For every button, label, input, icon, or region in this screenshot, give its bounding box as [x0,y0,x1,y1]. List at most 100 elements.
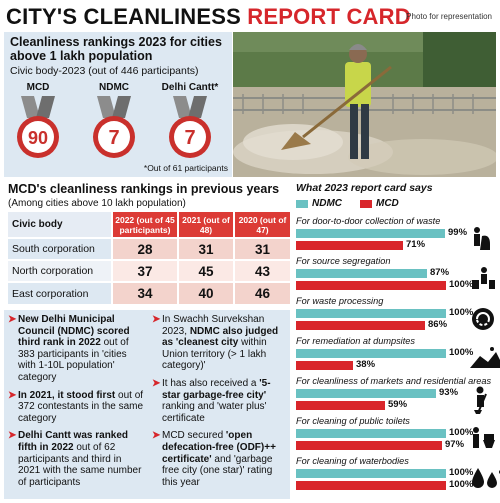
report-card-heading: What 2023 report card says [296,182,433,194]
page-title: CITY'S CLEANLINESS REPORT CARD [6,4,411,30]
sweeper-icon [470,386,492,419]
medal-icon: 7 [93,96,135,158]
data-label-mcd: 86% [428,319,448,330]
legend-label-ndmc: NDMC [312,198,342,209]
note-item: ➤ In 2021, it stood first out of 372 cont… [8,390,144,425]
note-text: ranking and 'water plus' certificate [162,401,267,424]
column-header: Civic body [8,212,112,238]
medal-label: MCD [26,82,50,93]
medal-ndmc: NDMC 7 [84,82,144,160]
data-label-mcd: 100% [449,479,474,490]
note-text: out of 372 contestants in the same categ… [18,389,144,424]
rank-2020: 31 [233,237,290,260]
data-label-ndmc: 99% [448,227,468,238]
toilet-icon [470,426,496,455]
garbage-bag-icon [470,226,492,257]
bar-mcd [296,441,442,450]
note-bold: 'open defecation-free (ODF)++ certificat… [162,430,276,465]
data-label-mcd: 100% [449,279,474,290]
report-card-chart: What 2023 report card says NDMC MCD For … [294,180,500,500]
bar-ndmc [296,229,445,238]
rank-2022: 37 [111,259,178,282]
medal-label: Delhi Cantt* [161,82,219,93]
category-label: For source segregation [296,256,391,266]
data-label-mcd: 38% [356,359,376,370]
bar-mcd [296,241,403,250]
table-row: South corporation 28 31 31 [8,237,290,260]
arrow-icon: ➤ [8,314,17,325]
bar-ndmc [296,309,446,318]
note-text: It has also received a [162,377,260,389]
bins-icon [470,266,496,295]
previous-years-subheading: (Among cities above 10 lakh population) [8,198,186,209]
data-label-ndmc: 87% [430,267,450,278]
column-header: 2022 (out of 45 participants) [111,212,178,238]
medal-label: NDMC [99,82,129,93]
table-row: North corporation 37 45 43 [8,259,290,282]
note-text: and 'garbage free city (one star)' ratin… [162,453,273,488]
bar-area: For door-to-door collection of waste 99% 7… [294,180,500,500]
rankings-2023-panel: Cleanliness rankings 2023 for cities abo… [4,32,232,177]
rank-2022: 34 [111,281,178,304]
bar-mcd [296,281,446,290]
bar-mcd [296,481,446,490]
note-text: In Swachh Survekshan 2023, [162,314,265,337]
row-name: East corporation [8,281,112,304]
note-bold: New Delhi Municipal Council (NDMC) score… [18,314,130,349]
column-header: 2021 (out of 48) [177,212,234,238]
bar-mcd [296,401,385,410]
title-part-2: REPORT CARD [247,4,411,29]
row-name: South corporation [8,237,112,260]
rankings-2023-heading: Cleanliness rankings 2023 for cities abo… [10,35,222,63]
legend-swatch-mcd [360,199,372,208]
data-label-ndmc: 100% [449,347,474,358]
previous-years-heading: MCD's cleanliness rankings in previous y… [8,182,280,196]
legend-label-mcd: MCD [376,198,399,209]
note-item: ➤ In Swachh Survekshan 2023, NDMC also ju… [152,314,288,372]
column-header: 2020 (out of 47) [233,212,290,238]
category-label: For door-to-door collection of waste [296,216,441,226]
note-text: within Union territory (> 1 lakh categor… [162,337,267,372]
medal-mcd: MCD 90 [8,82,68,160]
dumpsite-icon [470,346,500,373]
table-header-row: Civic body 2022 (out of 45 participants)… [8,212,290,238]
category-label: For cleanliness of markets and residenti… [296,376,492,386]
row-name: North corporation [8,259,112,282]
data-label-ndmc: 100% [449,427,474,438]
sweeper-photo [233,32,496,177]
bar-mcd [296,321,425,330]
rankings-table: Civic body 2022 (out of 45 participants)… [8,212,290,304]
chart-legend: NDMC MCD [296,198,399,209]
rank-2021: 31 [177,237,234,260]
notes-column-left: ➤ New Delhi Municipal Council (NDMC) scor… [8,314,144,494]
rank-2022: 28 [111,237,178,260]
note-item: ➤ It has also received a '5-star garbage-… [152,378,288,424]
rank-2021: 40 [177,281,234,304]
arrow-icon: ➤ [152,430,161,442]
note-bold: NDMC also judged as 'cleanest city [162,325,279,349]
medal-rank: 7 [108,127,119,149]
data-label-ndmc: 100% [449,467,474,478]
arrow-icon: ➤ [8,430,17,442]
note-text: MCD secured [162,430,226,442]
rank-2020: 46 [233,281,290,304]
note-bold: '5-star garbage-free city' [162,377,271,401]
bar-ndmc [296,389,436,398]
bar-ndmc [296,429,446,438]
rankings-2023-subheading: Civic body-2023 (out of 446 participants… [10,65,199,77]
note-text: out of 383 participants in 'cities with … [18,337,129,383]
note-bold: In 2021, it stood first [18,389,116,401]
recycle-globe-icon [470,306,496,337]
medal-icon: 7 [169,96,211,158]
bar-ndmc [296,469,446,478]
medal-icon: 90 [17,96,59,158]
water-drops-icon [470,466,500,495]
photo-credit: Photo for representation [406,12,492,21]
medal-rank: 90 [28,128,48,148]
notes-column-right: ➤ In Swachh Survekshan 2023, NDMC also ju… [152,314,288,494]
previous-years-panel: MCD's cleanliness rankings in previous y… [4,180,290,308]
category-label: For cleaning of public toilets [296,416,410,426]
medal-rank: 7 [184,127,195,149]
footnote: *Out of 61 participants [143,163,228,173]
bar-ndmc [296,349,446,358]
